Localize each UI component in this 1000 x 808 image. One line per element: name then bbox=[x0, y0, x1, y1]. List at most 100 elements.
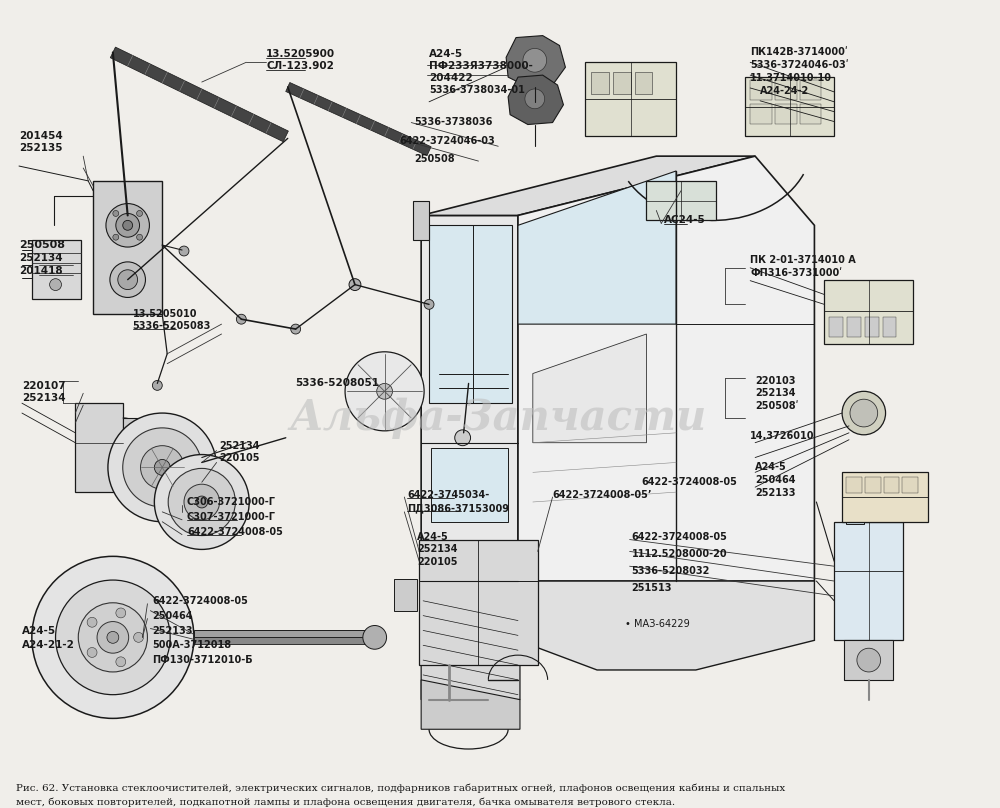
Polygon shape bbox=[842, 473, 928, 522]
Polygon shape bbox=[834, 522, 903, 640]
Bar bbox=[865, 318, 879, 337]
Polygon shape bbox=[745, 77, 834, 137]
Circle shape bbox=[377, 384, 392, 399]
Text: СЛ-123.902: СЛ-123.902 bbox=[266, 61, 334, 71]
Circle shape bbox=[123, 221, 133, 230]
Text: Рис. 62. Установка стеклоочистителей, электрических сигналов, подфарников габари: Рис. 62. Установка стеклоочистителей, эл… bbox=[16, 784, 785, 793]
Text: 220107: 220107 bbox=[22, 381, 66, 391]
Text: С307-3721000-Г: С307-3721000-Г bbox=[187, 512, 276, 522]
Circle shape bbox=[196, 496, 208, 508]
Circle shape bbox=[141, 446, 184, 489]
Text: 6422-3724008-05: 6422-3724008-05 bbox=[187, 527, 283, 537]
Polygon shape bbox=[286, 82, 431, 156]
Text: С306-3721000-Г: С306-3721000-Г bbox=[187, 497, 276, 507]
Text: 6422-3724008-05: 6422-3724008-05 bbox=[642, 478, 737, 487]
Text: А24-5: А24-5 bbox=[755, 462, 787, 473]
Text: 252135: 252135 bbox=[19, 143, 62, 154]
Circle shape bbox=[842, 391, 886, 435]
Text: 250508: 250508 bbox=[19, 240, 65, 250]
Text: 6422-3724008-05: 6422-3724008-05 bbox=[152, 595, 248, 606]
Polygon shape bbox=[508, 75, 563, 124]
Bar bbox=[800, 103, 821, 124]
Polygon shape bbox=[431, 448, 508, 522]
Text: ПФ233Я3738000-: ПФ233Я3738000- bbox=[429, 61, 533, 71]
Circle shape bbox=[345, 351, 424, 431]
Bar bbox=[883, 318, 896, 337]
Circle shape bbox=[123, 428, 202, 507]
Text: 250464: 250464 bbox=[755, 475, 796, 486]
Circle shape bbox=[154, 460, 170, 475]
Circle shape bbox=[118, 270, 138, 289]
Text: ФП316-3731000ʹ: ФП316-3731000ʹ bbox=[750, 267, 842, 278]
Text: 220103: 220103 bbox=[755, 376, 796, 385]
Text: А24-5: А24-5 bbox=[429, 49, 463, 60]
Circle shape bbox=[107, 631, 119, 643]
Text: 6422-3724008-05: 6422-3724008-05 bbox=[632, 532, 727, 541]
Circle shape bbox=[530, 102, 540, 112]
Text: 5336-5208051: 5336-5208051 bbox=[296, 378, 380, 389]
Bar bbox=[800, 80, 821, 100]
Circle shape bbox=[116, 608, 126, 618]
Circle shape bbox=[108, 413, 217, 522]
Bar bbox=[775, 80, 797, 100]
Bar bbox=[775, 103, 797, 124]
Polygon shape bbox=[123, 418, 177, 478]
Circle shape bbox=[455, 430, 471, 446]
Text: 252134: 252134 bbox=[19, 253, 63, 263]
Bar bbox=[829, 318, 843, 337]
Circle shape bbox=[525, 89, 545, 109]
Circle shape bbox=[113, 234, 119, 240]
Circle shape bbox=[97, 621, 129, 653]
Polygon shape bbox=[413, 200, 429, 240]
Polygon shape bbox=[32, 240, 81, 300]
Circle shape bbox=[110, 262, 145, 297]
Polygon shape bbox=[394, 579, 417, 611]
Polygon shape bbox=[419, 540, 538, 665]
Circle shape bbox=[78, 603, 147, 672]
Bar bbox=[635, 72, 652, 94]
Circle shape bbox=[179, 246, 189, 256]
Text: 13.5205010: 13.5205010 bbox=[133, 309, 197, 319]
Text: 13.5205900: 13.5205900 bbox=[266, 49, 335, 60]
Polygon shape bbox=[110, 47, 288, 141]
Circle shape bbox=[137, 210, 143, 217]
Polygon shape bbox=[421, 156, 755, 216]
Circle shape bbox=[184, 484, 220, 520]
Text: 6422-3724046-03: 6422-3724046-03 bbox=[399, 137, 495, 146]
Polygon shape bbox=[518, 171, 676, 324]
Text: ПД3086-37153009: ПД3086-37153009 bbox=[407, 503, 509, 513]
Circle shape bbox=[236, 314, 246, 324]
Circle shape bbox=[113, 210, 119, 217]
Circle shape bbox=[857, 648, 881, 672]
Text: 204422: 204422 bbox=[429, 74, 473, 83]
Circle shape bbox=[168, 469, 235, 536]
Circle shape bbox=[50, 279, 61, 291]
Bar bbox=[750, 80, 772, 100]
Bar bbox=[884, 478, 899, 493]
Polygon shape bbox=[194, 638, 375, 644]
Circle shape bbox=[87, 647, 97, 658]
Text: 1112.5208000-20: 1112.5208000-20 bbox=[632, 549, 727, 559]
Text: 220105: 220105 bbox=[220, 452, 260, 463]
Text: 250508: 250508 bbox=[414, 154, 455, 164]
Polygon shape bbox=[421, 216, 518, 640]
Text: 251513: 251513 bbox=[632, 583, 672, 593]
Polygon shape bbox=[421, 581, 520, 700]
Text: 220105: 220105 bbox=[417, 558, 458, 567]
Bar bbox=[846, 478, 862, 493]
Bar bbox=[591, 72, 609, 94]
Text: 252134: 252134 bbox=[755, 389, 796, 398]
Circle shape bbox=[56, 580, 170, 695]
Text: • МАЗ-64229: • МАЗ-64229 bbox=[625, 619, 689, 629]
Circle shape bbox=[291, 324, 301, 334]
Circle shape bbox=[363, 625, 387, 649]
Circle shape bbox=[116, 657, 126, 667]
Text: 252134: 252134 bbox=[22, 393, 66, 403]
Text: 252133: 252133 bbox=[755, 488, 796, 499]
Text: 6422-3724008-05’: 6422-3724008-05’ bbox=[553, 490, 652, 500]
Text: А24-21-2: А24-21-2 bbox=[22, 640, 75, 650]
Circle shape bbox=[523, 48, 547, 72]
Text: 5336-3738036: 5336-3738036 bbox=[414, 116, 493, 127]
Polygon shape bbox=[518, 581, 814, 670]
Text: ПФ130-3712010-Б: ПФ130-3712010-Б bbox=[152, 655, 253, 665]
